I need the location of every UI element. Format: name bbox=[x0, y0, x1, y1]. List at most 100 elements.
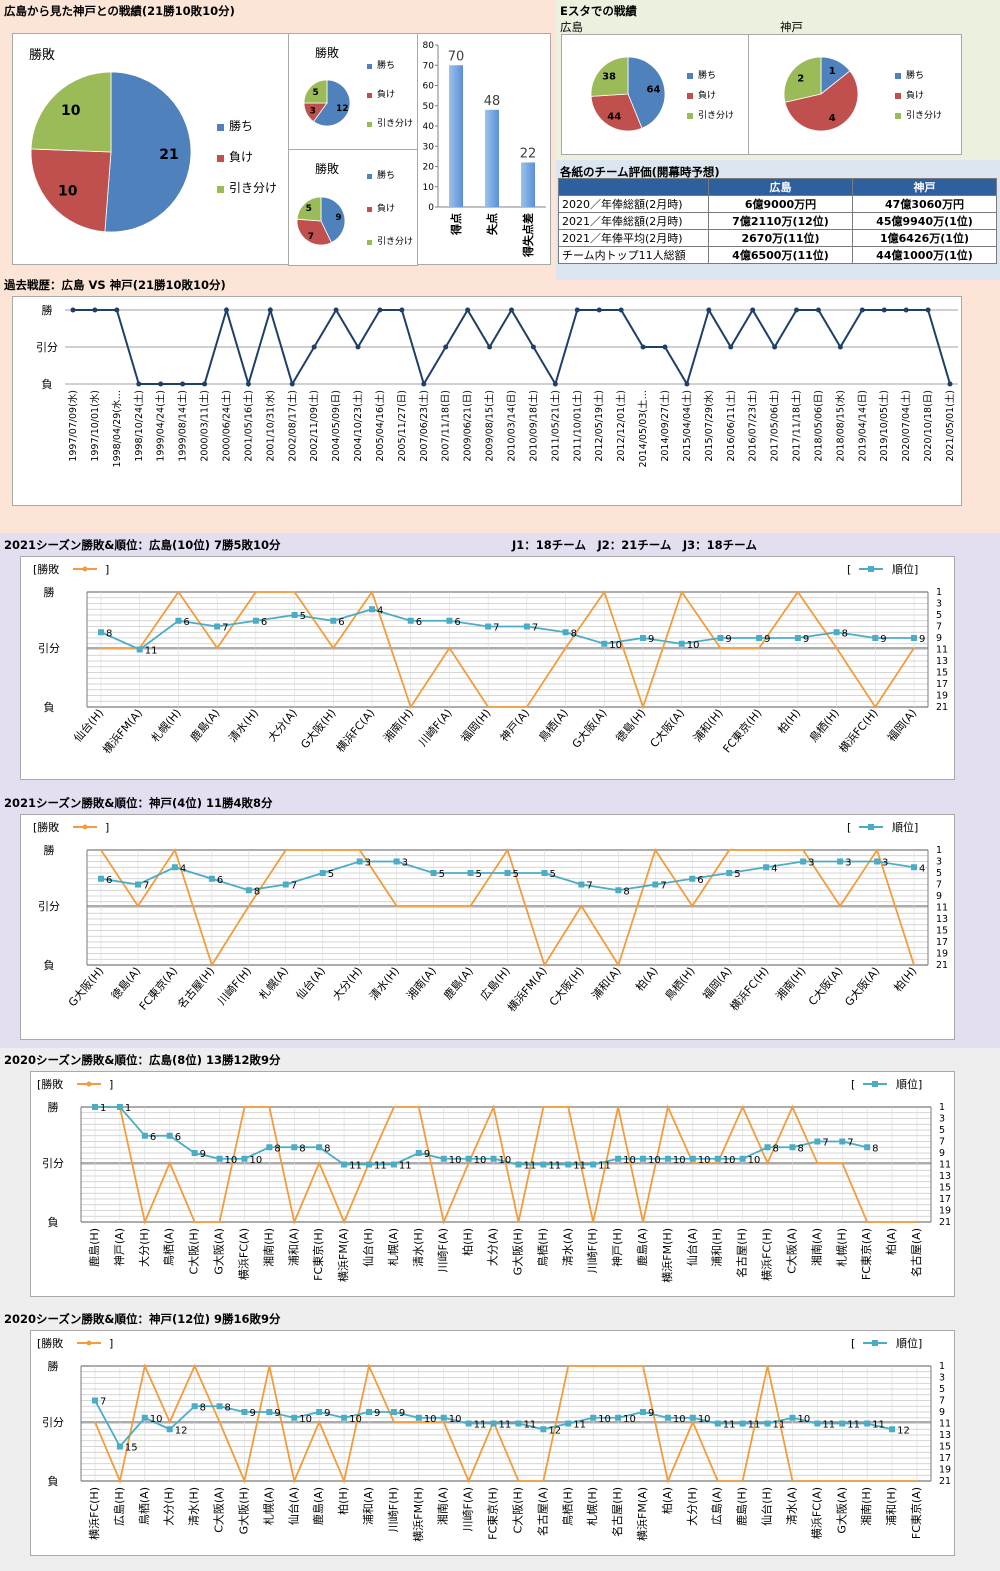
y-tick-label: 20 bbox=[423, 163, 435, 173]
y-label: 引分 bbox=[42, 1156, 64, 1170]
legend-swatch bbox=[367, 240, 372, 245]
rank-marker bbox=[98, 629, 104, 636]
rank-line bbox=[95, 1106, 868, 1166]
rank-tick-label: 5 bbox=[936, 868, 942, 879]
history-point bbox=[509, 307, 514, 313]
opponent-label: 浦和(A) bbox=[287, 1228, 300, 1266]
legend-rank-marker bbox=[868, 824, 874, 830]
history-date-label: 2000/06/24(土) bbox=[220, 390, 232, 462]
rank-label: 6 bbox=[175, 1132, 181, 1143]
rank-marker bbox=[266, 1409, 273, 1415]
history-date-label: 2002/08/17(土) bbox=[286, 390, 298, 462]
pie-slice-label: 4 bbox=[829, 113, 836, 124]
opponent-label: 名古屋(A) bbox=[909, 1228, 923, 1277]
rank-label: 3 bbox=[808, 858, 814, 869]
rank-marker bbox=[839, 1138, 846, 1145]
goal-bar bbox=[485, 109, 499, 207]
legend-label: 引き分け bbox=[698, 110, 734, 121]
rank-label: 12 bbox=[548, 1425, 561, 1436]
rank-marker bbox=[216, 1155, 223, 1162]
rank-label: 7 bbox=[143, 881, 149, 892]
opponent-label: 浦和(H) bbox=[711, 1228, 724, 1267]
rank-label: 9 bbox=[880, 634, 886, 645]
rank-marker bbox=[789, 1414, 796, 1421]
rank-marker bbox=[911, 864, 917, 871]
rank-marker bbox=[874, 858, 881, 865]
rank-tick-label: 17 bbox=[936, 679, 948, 690]
opponent-label: 柏(H) bbox=[461, 1228, 475, 1256]
legend-label: 勝ち bbox=[698, 69, 716, 81]
evaluation-kobe-value: 45億9940万(1位) bbox=[852, 212, 997, 230]
rank-marker bbox=[465, 1420, 472, 1427]
rank-label: 8 bbox=[797, 1143, 803, 1154]
rank-label: 10 bbox=[698, 1155, 711, 1166]
opponent-label: 清水(H) bbox=[367, 965, 402, 1003]
rank-tick-label: 13 bbox=[936, 914, 948, 925]
rank-label: 9 bbox=[249, 1408, 255, 1419]
legend-label: 負け bbox=[377, 88, 395, 100]
rank-marker bbox=[490, 1155, 497, 1162]
pie-slice-label: 2 bbox=[797, 73, 804, 84]
history-point bbox=[92, 307, 98, 313]
rank-marker bbox=[134, 881, 141, 888]
pie-slice bbox=[296, 196, 322, 222]
rank-label: 10 bbox=[673, 1414, 686, 1425]
rank-line bbox=[100, 608, 914, 651]
rank-tick-label: 15 bbox=[939, 1442, 951, 1453]
y-tick-label: 70 bbox=[423, 61, 435, 71]
opponent-label: 清水(A) bbox=[561, 1228, 574, 1266]
rank-label: 6 bbox=[217, 875, 223, 886]
evaluation-title: 各紙のチーム評価(開幕時予想) bbox=[560, 165, 720, 179]
history-date-label: 2000/03/11(土) bbox=[199, 390, 211, 462]
rank-label: 6 bbox=[454, 617, 460, 628]
opponent-label: G大阪(A) bbox=[212, 1228, 226, 1275]
rank-marker bbox=[764, 1420, 771, 1427]
rank-label: 10 bbox=[474, 1155, 487, 1166]
legend-label: 負け bbox=[377, 202, 395, 214]
legend-label: 引き分け bbox=[377, 118, 413, 129]
rank-marker bbox=[664, 1155, 671, 1162]
rank-marker bbox=[98, 875, 104, 882]
rank-marker bbox=[615, 1155, 622, 1162]
legend-rank-open: [ bbox=[847, 821, 851, 834]
y-label: 引分 bbox=[38, 641, 60, 655]
opponent-label: 鳥栖(H) bbox=[560, 1487, 574, 1526]
rank-marker bbox=[739, 1155, 746, 1162]
legend-label: 引き分け bbox=[377, 236, 413, 247]
rank-label: 11 bbox=[723, 1420, 736, 1431]
rank-tick-label: 19 bbox=[936, 949, 948, 960]
rank-marker bbox=[241, 1155, 248, 1162]
y-tick-label: 80 bbox=[423, 41, 435, 51]
legend-result-marker bbox=[86, 1081, 92, 1087]
history-point bbox=[837, 344, 843, 350]
rank-marker bbox=[175, 617, 182, 624]
rank-marker bbox=[523, 623, 530, 630]
rank-marker bbox=[714, 1420, 721, 1427]
rank-label: 10 bbox=[249, 1155, 262, 1166]
opponent-label: 湘南(H) bbox=[261, 1228, 275, 1267]
history-point bbox=[684, 381, 690, 387]
history-date-label: 2017/11/18(土) bbox=[791, 390, 803, 462]
legend-result-close: ] bbox=[105, 563, 109, 576]
history-date-label: 2009/08/15(土) bbox=[484, 390, 496, 462]
history-point bbox=[399, 307, 405, 313]
rank-marker bbox=[191, 1150, 198, 1156]
legend-label: 負け bbox=[906, 89, 924, 101]
rank-tick-label: 7 bbox=[939, 1396, 945, 1407]
history-point bbox=[596, 307, 602, 313]
rank-marker bbox=[415, 1150, 422, 1156]
rank-tick-label: 19 bbox=[939, 1465, 951, 1476]
pie-slice bbox=[30, 148, 112, 233]
y-label: 負 bbox=[44, 701, 55, 714]
rank-marker bbox=[541, 870, 548, 876]
opponent-label: 湘南(H) bbox=[380, 706, 416, 745]
legend-label: 勝ち bbox=[377, 169, 395, 181]
history-point bbox=[443, 344, 449, 350]
rank-label: 11 bbox=[872, 1420, 885, 1431]
rank-label: 3 bbox=[402, 858, 408, 869]
history-date-label: 2005/04/16(土) bbox=[374, 390, 386, 462]
evaluation-hiroshima-value: 7億2110万(12位) bbox=[708, 212, 853, 230]
goal-category-label: 失点 bbox=[485, 213, 499, 235]
rank-tick-label: 21 bbox=[939, 1476, 951, 1487]
rank-label: 11 bbox=[474, 1420, 487, 1431]
